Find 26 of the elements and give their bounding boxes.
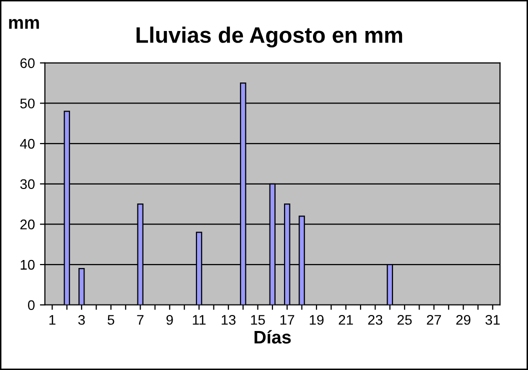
x-tick-label: 29: [456, 314, 470, 325]
y-tick-label: 60: [20, 58, 35, 68]
x-tick-label: 31: [485, 314, 500, 325]
x-tick-label: 7: [137, 315, 144, 325]
x-tick-label: 25: [398, 314, 412, 325]
y-tick-label: 30: [20, 179, 35, 190]
x-tick-label: 5: [108, 315, 114, 325]
x-tick-label: 9: [166, 314, 173, 325]
y-tick-label: 40: [20, 138, 35, 149]
x-tick-label: 17: [280, 315, 294, 325]
x-tick-label: 1: [49, 315, 56, 325]
x-tick-label: 19: [310, 314, 324, 325]
y-tick-label: 10: [20, 260, 35, 270]
x-tick-label: 13: [222, 314, 236, 325]
y-tick-label: 20: [20, 220, 35, 230]
x-tick-label: 3: [78, 314, 85, 325]
x-axis-title: Días: [254, 330, 291, 344]
x-tick-label: 11: [192, 315, 206, 325]
x-tick-label: 21: [338, 314, 353, 325]
y-axis-title: mm: [9, 18, 39, 29]
y-tick-label: 50: [20, 98, 35, 108]
x-tick-label: 27: [426, 314, 441, 325]
x-tick-label: 15: [251, 315, 265, 325]
x-tick-label: 23: [368, 314, 382, 325]
y-tick-label: 0: [28, 300, 35, 310]
chart-title: Lluvias de Agosto en mm: [136, 26, 402, 48]
